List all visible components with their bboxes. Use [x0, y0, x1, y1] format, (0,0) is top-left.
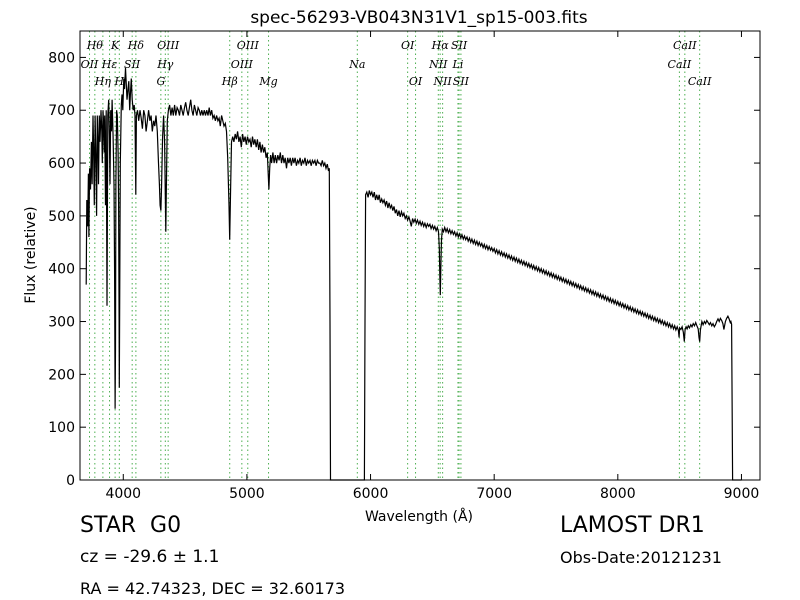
- emission-line-label: CaII: [668, 58, 692, 71]
- y-tick-label: 200: [48, 367, 75, 383]
- emission-line-label: Hβ: [221, 75, 238, 88]
- x-tick-label: 9000: [724, 486, 760, 502]
- x-tick-label: 5000: [229, 486, 265, 502]
- x-tick-label: 8000: [600, 486, 636, 502]
- emission-line-label: OIII: [237, 39, 260, 52]
- emission-line-label: K: [110, 39, 120, 52]
- y-tick-label: 800: [48, 50, 75, 66]
- emission-line-label: Hη: [94, 75, 112, 88]
- emission-line-label: Hθ: [86, 39, 104, 52]
- emission-line-label: OIII: [157, 39, 180, 52]
- observation-date: Obs-Date:20121231: [560, 548, 722, 567]
- y-axis-label: Flux (relative): [23, 206, 39, 303]
- x-tick-label: 4000: [105, 486, 141, 502]
- emission-line-label: Hδ: [127, 39, 145, 52]
- x-tick-label: 7000: [476, 486, 512, 502]
- ra-dec-coordinates: RA = 42.74323, DEC = 32.60173: [80, 579, 346, 598]
- emission-line-label: OIII: [231, 58, 254, 71]
- y-tick-label: 400: [48, 262, 75, 278]
- y-tick-label: 700: [48, 103, 75, 119]
- emission-line-label: CaII: [673, 39, 697, 52]
- plot-frame: [79, 30, 761, 481]
- survey-label: LAMOST DR1: [560, 513, 705, 538]
- emission-line-label: Hε: [101, 58, 118, 71]
- object-subclass-label: G0: [150, 513, 182, 538]
- emission-line-label: NII: [432, 75, 452, 88]
- emission-line-label: OI: [401, 39, 415, 52]
- emission-line-label: Hγ: [156, 58, 174, 71]
- emission-line-label: CaII: [688, 75, 712, 88]
- emission-line-label: OII: [81, 58, 99, 71]
- redshift-text: cz = -29.6 ± 1.1: [80, 547, 220, 567]
- emission-line-label: NII: [428, 58, 448, 71]
- emission-line-markers: [89, 31, 701, 480]
- x-axis-label: Wavelength (Å): [365, 508, 473, 525]
- axis-ticks: 4000 5000 6000 7000 8000 9000 0 100 200 300 400 500…: [48, 31, 760, 502]
- emission-line-label: OI: [409, 75, 423, 88]
- y-tick-label: 500: [48, 209, 75, 225]
- emission-line-labels: OII Hθ Hη Hε K H SII Hδ G Hγ OIII Hβ OIII OIII Mg Na OI O…: [81, 39, 712, 88]
- emission-line-label: SII: [124, 58, 141, 71]
- chart-title: spec-56293-VB043N31V1_sp15-003.fits: [250, 8, 587, 28]
- emission-line-label: SII: [453, 75, 470, 88]
- emission-line-label: G: [156, 75, 165, 88]
- emission-line-label: SII: [451, 39, 468, 52]
- y-tick-label: 100: [48, 420, 75, 436]
- y-tick-label: 0: [66, 473, 75, 489]
- emission-line-label: Mg: [258, 75, 277, 88]
- object-class-label: STAR: [80, 513, 137, 538]
- y-tick-label: 600: [48, 156, 75, 172]
- emission-line-label: Hα: [431, 39, 450, 52]
- x-tick-label: 6000: [353, 486, 389, 502]
- spectrum-series-line: [85, 67, 742, 481]
- object-class-row: STAR G0: [80, 513, 181, 538]
- emission-line-label: Na: [348, 58, 365, 71]
- y-tick-label: 300: [48, 315, 75, 331]
- emission-line-label: Li: [452, 58, 464, 71]
- emission-line-label: H: [114, 75, 125, 88]
